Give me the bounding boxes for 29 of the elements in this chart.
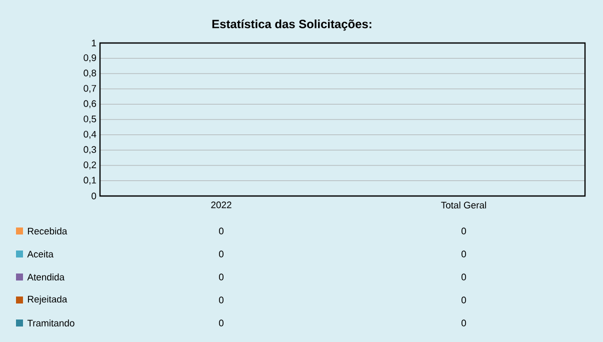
y-tick-label: 0,5 <box>84 116 96 124</box>
y-tick-label: 0,7 <box>84 84 96 93</box>
data-label: 0 <box>462 274 466 280</box>
y-tick-label: 0 <box>92 192 96 200</box>
y-tick-label: 0,3 <box>84 146 96 154</box>
data-label: 0 <box>462 296 466 304</box>
data-label: 0 <box>462 320 466 326</box>
data-label: 0 <box>219 228 224 234</box>
y-tick-label: 0,8 <box>84 70 96 78</box>
data-label: 0 <box>462 250 466 258</box>
y-tick-label: 0,2 <box>84 161 96 170</box>
y-tick-label: 0,1 <box>84 176 96 185</box>
y-tick-label: 0,6 <box>84 100 96 108</box>
legend-label: Aceita <box>27 250 54 258</box>
legend-label: Rejeitada <box>28 296 68 304</box>
y-tick-label: 0,4 <box>84 130 96 139</box>
legend-label: Recebida <box>28 228 68 234</box>
legend-label: Tramitando <box>27 320 74 326</box>
data-label: 0 <box>219 296 224 304</box>
y-tick-label: 1 <box>92 40 96 46</box>
legend-label: Atendida <box>27 274 65 280</box>
data-label: 0 <box>219 274 224 280</box>
x-tick-label: 2022 <box>211 202 232 208</box>
x-tick-label: Total Geral <box>441 202 486 208</box>
chart-title: Estatística das Solicitações: <box>212 19 372 31</box>
y-tick-label: 0,9 <box>84 54 96 62</box>
data-label: 0 <box>219 250 224 258</box>
data-label: 0 <box>462 228 466 234</box>
data-label: 0 <box>219 320 224 326</box>
